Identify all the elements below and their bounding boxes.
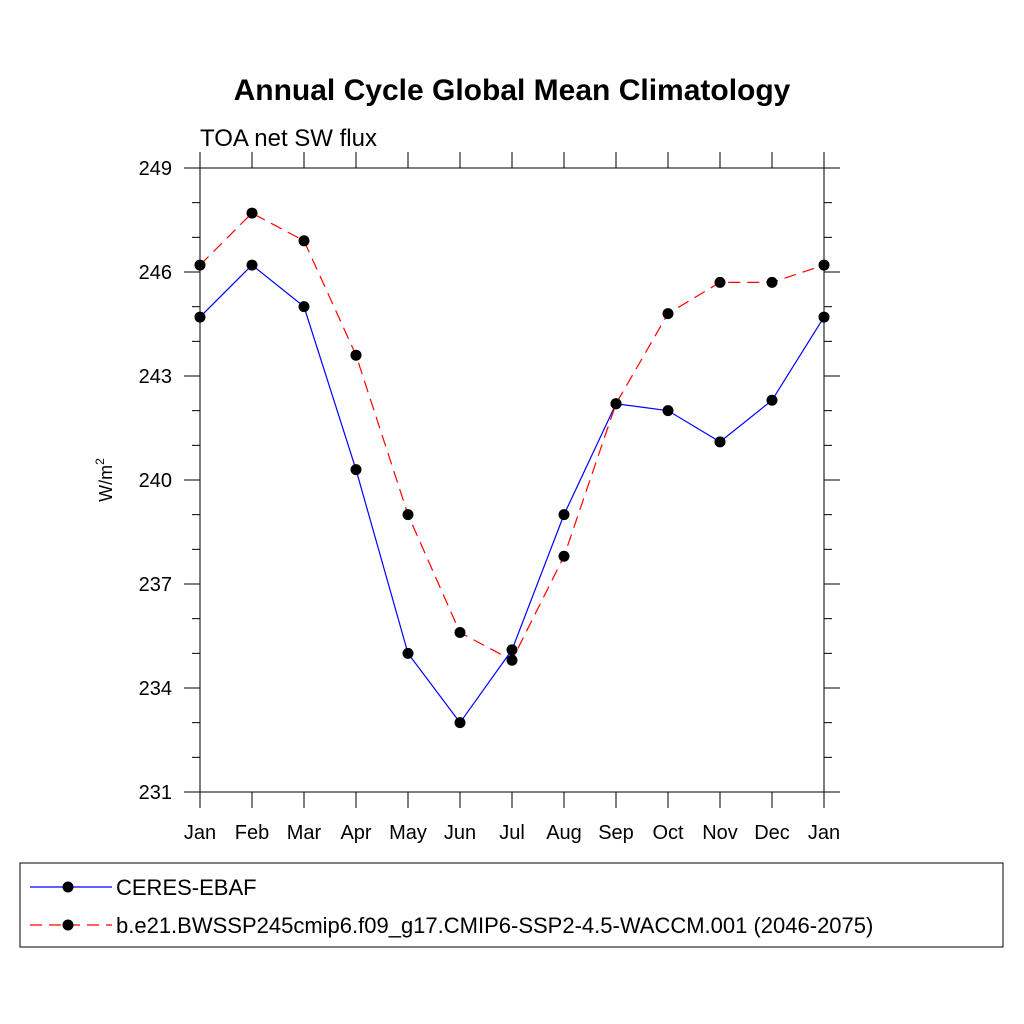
data-point xyxy=(298,301,310,313)
y-tick-label: 240 xyxy=(139,470,172,492)
data-point xyxy=(194,311,206,323)
x-tick-label: Apr xyxy=(340,822,371,844)
data-point xyxy=(246,259,258,271)
x-tick-label: Jan xyxy=(184,822,216,844)
x-tick-label: Jan xyxy=(808,822,840,844)
data-point xyxy=(610,398,622,410)
chart-title: Annual Cycle Global Mean Climatology xyxy=(234,74,791,107)
x-tick-label: Oct xyxy=(652,822,684,844)
data-point xyxy=(766,276,778,288)
data-point xyxy=(662,405,674,417)
data-point xyxy=(454,717,466,729)
data-point xyxy=(402,647,414,659)
data-point xyxy=(714,436,726,448)
y-tick-label: 234 xyxy=(139,678,172,700)
legend-box xyxy=(19,862,1004,948)
data-point xyxy=(298,235,310,247)
y-tick-label: 237 xyxy=(139,574,172,596)
y-axis-label-exponent: 2 xyxy=(93,458,107,465)
y-tick-label: 243 xyxy=(139,366,172,388)
axes: 231 234 237 240 243 246 249 Jan Feb Mar Apr May Jun J… xyxy=(139,152,840,844)
y-tick-label: 246 xyxy=(139,262,172,284)
y-axis-label: W/m2 xyxy=(93,458,116,502)
data-point xyxy=(506,644,518,656)
series-line-1 xyxy=(199,212,825,662)
x-tick-label: Nov xyxy=(702,822,738,844)
data-point xyxy=(818,259,830,271)
data-point xyxy=(246,207,258,219)
data-point xyxy=(194,259,206,271)
y-axis-label-unit: W/m xyxy=(96,465,116,502)
x-tick-label: Aug xyxy=(546,822,582,844)
x-tick-label: Jun xyxy=(444,822,476,844)
data-point xyxy=(350,464,362,476)
legend-label: CERES-EBAF xyxy=(116,875,257,900)
y-tick-label: 231 xyxy=(139,782,172,804)
data-point xyxy=(350,349,362,361)
data-point xyxy=(662,308,674,320)
data-point xyxy=(454,627,466,639)
data-point xyxy=(402,509,414,521)
legend: CERES-EBAF b.e21.BWSSP245cmip6.f09_g17.CM… xyxy=(19,862,1004,948)
data-point xyxy=(506,654,518,666)
data-point xyxy=(714,276,726,288)
x-tick-label: Mar xyxy=(287,822,322,844)
data-point xyxy=(558,550,570,562)
data-point xyxy=(818,311,830,323)
legend-marker-1 xyxy=(62,919,74,931)
data-point xyxy=(766,394,778,406)
data-point xyxy=(558,509,570,521)
x-tick-label: Sep xyxy=(598,822,634,844)
x-tick-label: Jul xyxy=(499,822,525,844)
chart-subtitle: TOA net SW flux xyxy=(200,125,377,152)
legend-marker-0 xyxy=(62,881,74,893)
legend-label: b.e21.BWSSP245cmip6.f09_g17.CMIP6-SSP2-4… xyxy=(116,913,873,938)
series-layer xyxy=(194,207,830,729)
x-tick-label: Feb xyxy=(235,822,269,844)
x-tick-label: May xyxy=(389,822,427,844)
y-tick-label: 249 xyxy=(139,158,172,180)
plot-frame xyxy=(199,167,825,793)
x-tick-label: Dec xyxy=(754,822,790,844)
